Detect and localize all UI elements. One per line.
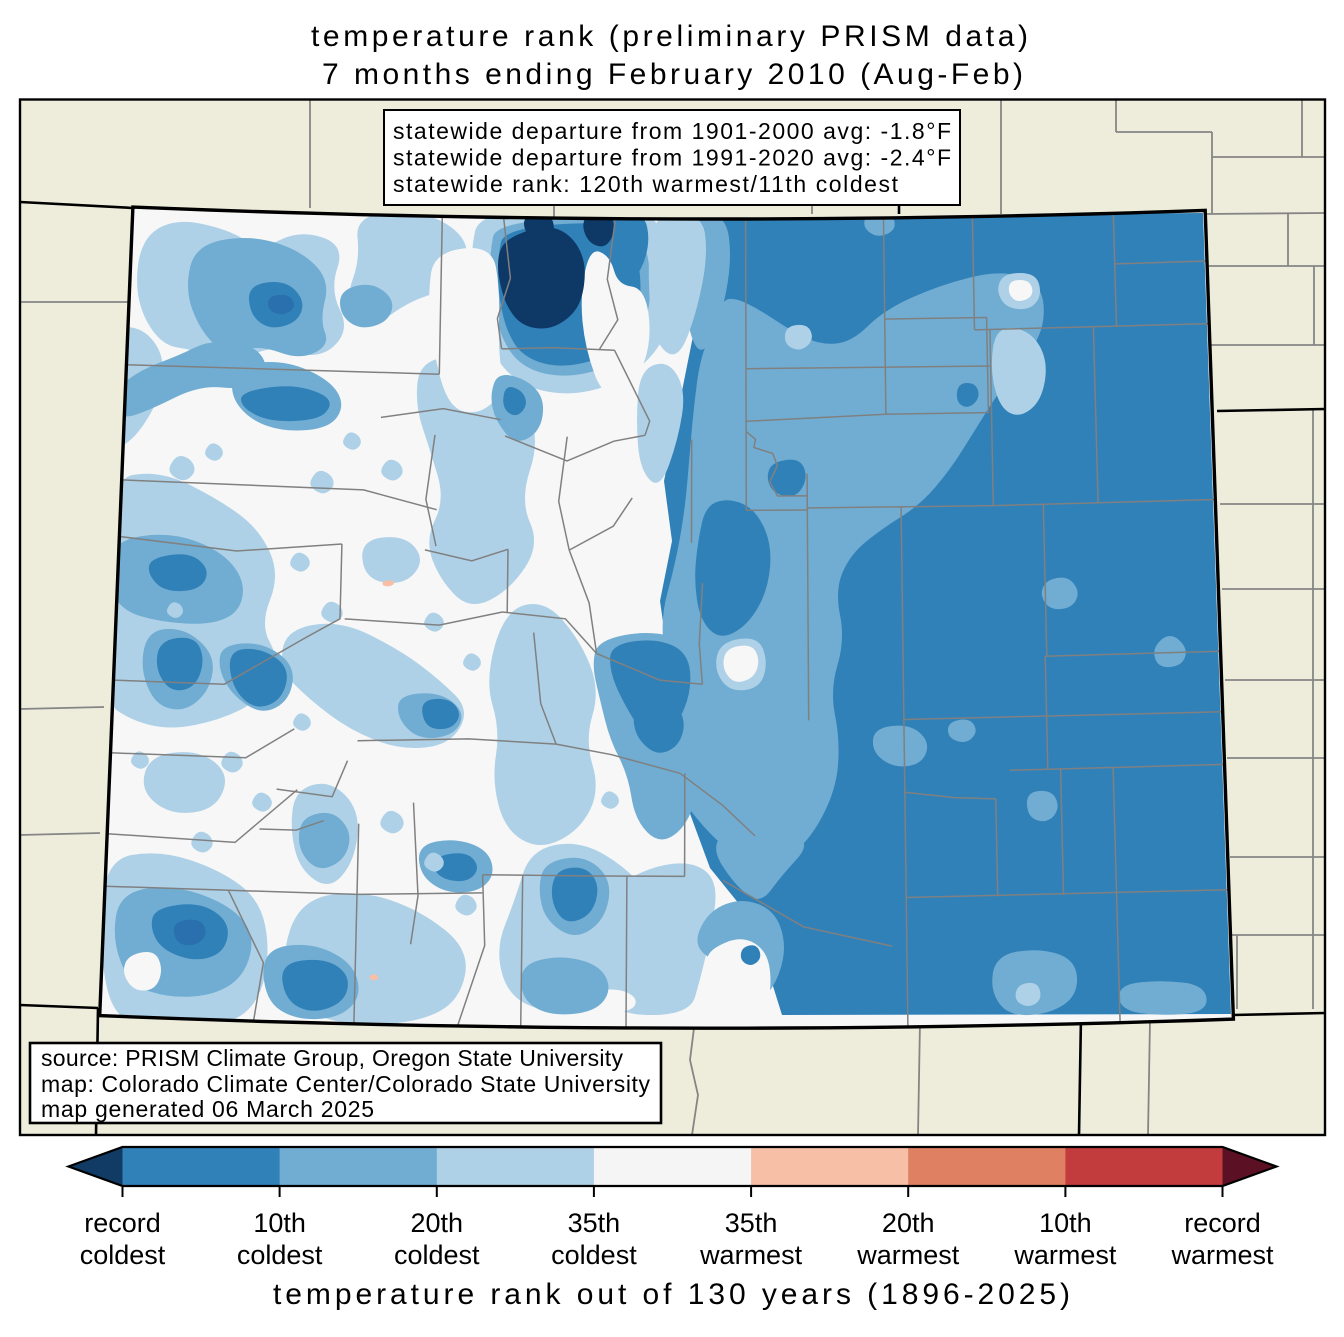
svg-text:coldest: coldest xyxy=(80,1240,166,1270)
svg-text:warmest: warmest xyxy=(699,1240,803,1270)
svg-text:10th: 10th xyxy=(253,1208,306,1238)
svg-text:warmest: warmest xyxy=(1013,1240,1117,1270)
svg-text:10th: 10th xyxy=(1039,1208,1092,1238)
svg-text:warmest: warmest xyxy=(856,1240,960,1270)
svg-text:20th: 20th xyxy=(882,1208,935,1238)
svg-text:coldest: coldest xyxy=(551,1240,637,1270)
svg-text:map: Colorado Climate Center/C: map: Colorado Climate Center/Colorado St… xyxy=(41,1071,651,1097)
svg-text:20th: 20th xyxy=(411,1208,464,1238)
svg-text:warmest: warmest xyxy=(1170,1240,1274,1270)
svg-text:statewide departure from 1901-: statewide departure from 1901-2000 avg: … xyxy=(393,118,951,144)
svg-text:35th: 35th xyxy=(568,1208,621,1238)
svg-text:coldest: coldest xyxy=(394,1240,480,1270)
svg-text:temperature rank (preliminary: temperature rank (preliminary PRISM data… xyxy=(311,20,1028,53)
svg-text:record: record xyxy=(84,1208,161,1238)
svg-text:35th: 35th xyxy=(725,1208,778,1238)
svg-text:7 months ending February 2010: 7 months ending February 2010 (Aug-Feb) xyxy=(322,58,1023,91)
svg-text:record: record xyxy=(1184,1208,1261,1238)
svg-text:map generated 06 March 2025: map generated 06 March 2025 xyxy=(41,1096,374,1122)
svg-text:statewide departure from 1991-: statewide departure from 1991-2020 avg: … xyxy=(393,145,951,171)
svg-text:statewide rank: 120th warmest/: statewide rank: 120th warmest/11th colde… xyxy=(393,171,899,197)
svg-text:source: PRISM Climate Group, O: source: PRISM Climate Group, Oregon Stat… xyxy=(41,1045,624,1071)
svg-text:coldest: coldest xyxy=(237,1240,323,1270)
